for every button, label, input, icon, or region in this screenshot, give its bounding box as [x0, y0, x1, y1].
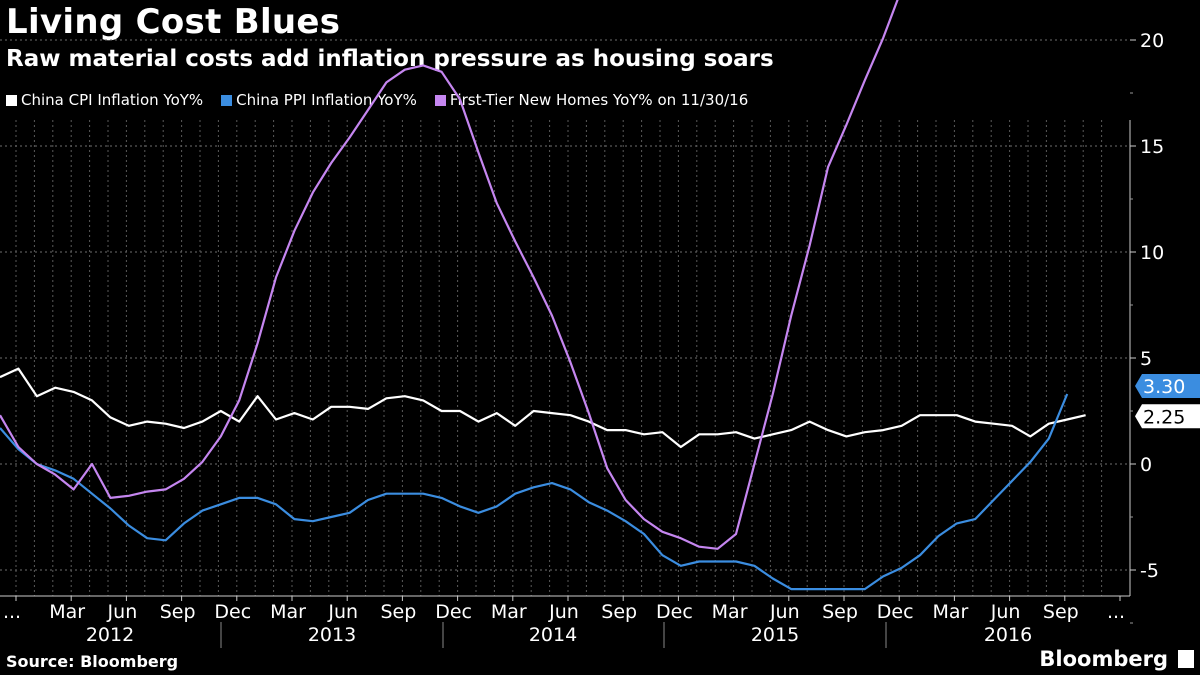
x-tick-label: Dec — [435, 601, 472, 623]
x-tick-label: Dec — [656, 601, 693, 623]
legend-swatch-homes — [434, 94, 446, 106]
legend-item-cpi: China CPI Inflation YoY% — [6, 91, 203, 109]
series-line-homes — [0, 0, 899, 550]
year-label: 2015 — [751, 624, 799, 646]
bloomberg-mark-icon — [1178, 650, 1194, 668]
x-tick-label: Mar — [932, 601, 968, 623]
y-tick-label: 0 — [1140, 454, 1152, 476]
x-tick-label: Sep — [1043, 601, 1079, 623]
x-tick-label: Sep — [160, 601, 196, 623]
legend-swatch-ppi — [221, 94, 233, 106]
y-tick-label: 20 — [1140, 30, 1164, 52]
series-line-ppi — [0, 393, 1069, 591]
y-tick-label: 10 — [1140, 242, 1164, 264]
x-tick-label: Sep — [822, 601, 858, 623]
chart-title: Living Cost Blues — [6, 2, 341, 42]
y-tick-label: 5 — [1140, 348, 1152, 370]
x-tick-label: Mar — [491, 601, 527, 623]
x-tick-label: Jun — [327, 601, 358, 623]
y-tick-label: 15 — [1140, 136, 1164, 158]
end-label-cpi-text: 2.25 — [1143, 406, 1185, 428]
legend-item-homes: First-Tier New Homes YoY% on 11/30/16 — [434, 91, 749, 109]
year-label: 2014 — [529, 624, 577, 646]
end-label-cpi-box — [1135, 404, 1200, 429]
x-tick-label: Dec — [877, 601, 914, 623]
x-tick-label: ... — [1107, 601, 1125, 623]
year-label: 2016 — [984, 624, 1032, 646]
chart-subtitle: Raw material costs add inflation pressur… — [6, 46, 774, 72]
x-tick-label: Sep — [601, 601, 637, 623]
y-tick-label: -5 — [1140, 560, 1159, 582]
end-label-cpi: 2.25 — [1135, 404, 1200, 429]
series-line-cpi — [0, 367, 1086, 449]
year-label: 2012 — [86, 624, 134, 646]
year-label: 2013 — [308, 624, 356, 646]
legend-label-cpi: China CPI Inflation YoY% — [21, 91, 204, 109]
legend-swatch-cpi — [6, 94, 17, 106]
x-tick-label: ... — [3, 601, 21, 623]
x-tick-label: Sep — [380, 601, 416, 623]
source-note: Source: Bloomberg — [6, 652, 179, 671]
end-label-ppi-text: 3.30 — [1143, 376, 1185, 398]
brand-logo-text: Bloomberg — [1039, 647, 1168, 671]
x-tick-label: Mar — [49, 601, 85, 623]
x-tick-label: Mar — [712, 601, 748, 623]
x-tick-label: Jun — [107, 601, 138, 623]
x-tick-label: Jun — [769, 601, 800, 623]
end-label-ppi: 3.30 — [1135, 374, 1200, 399]
x-tick-label: Jun — [548, 601, 579, 623]
x-tick-label: Mar — [270, 601, 306, 623]
end-label-ppi-box — [1135, 374, 1200, 399]
legend-label-homes: First-Tier New Homes YoY% on 11/30/16 — [449, 91, 749, 109]
x-tick-label: Jun — [990, 601, 1021, 623]
x-tick-label: Dec — [214, 601, 251, 623]
